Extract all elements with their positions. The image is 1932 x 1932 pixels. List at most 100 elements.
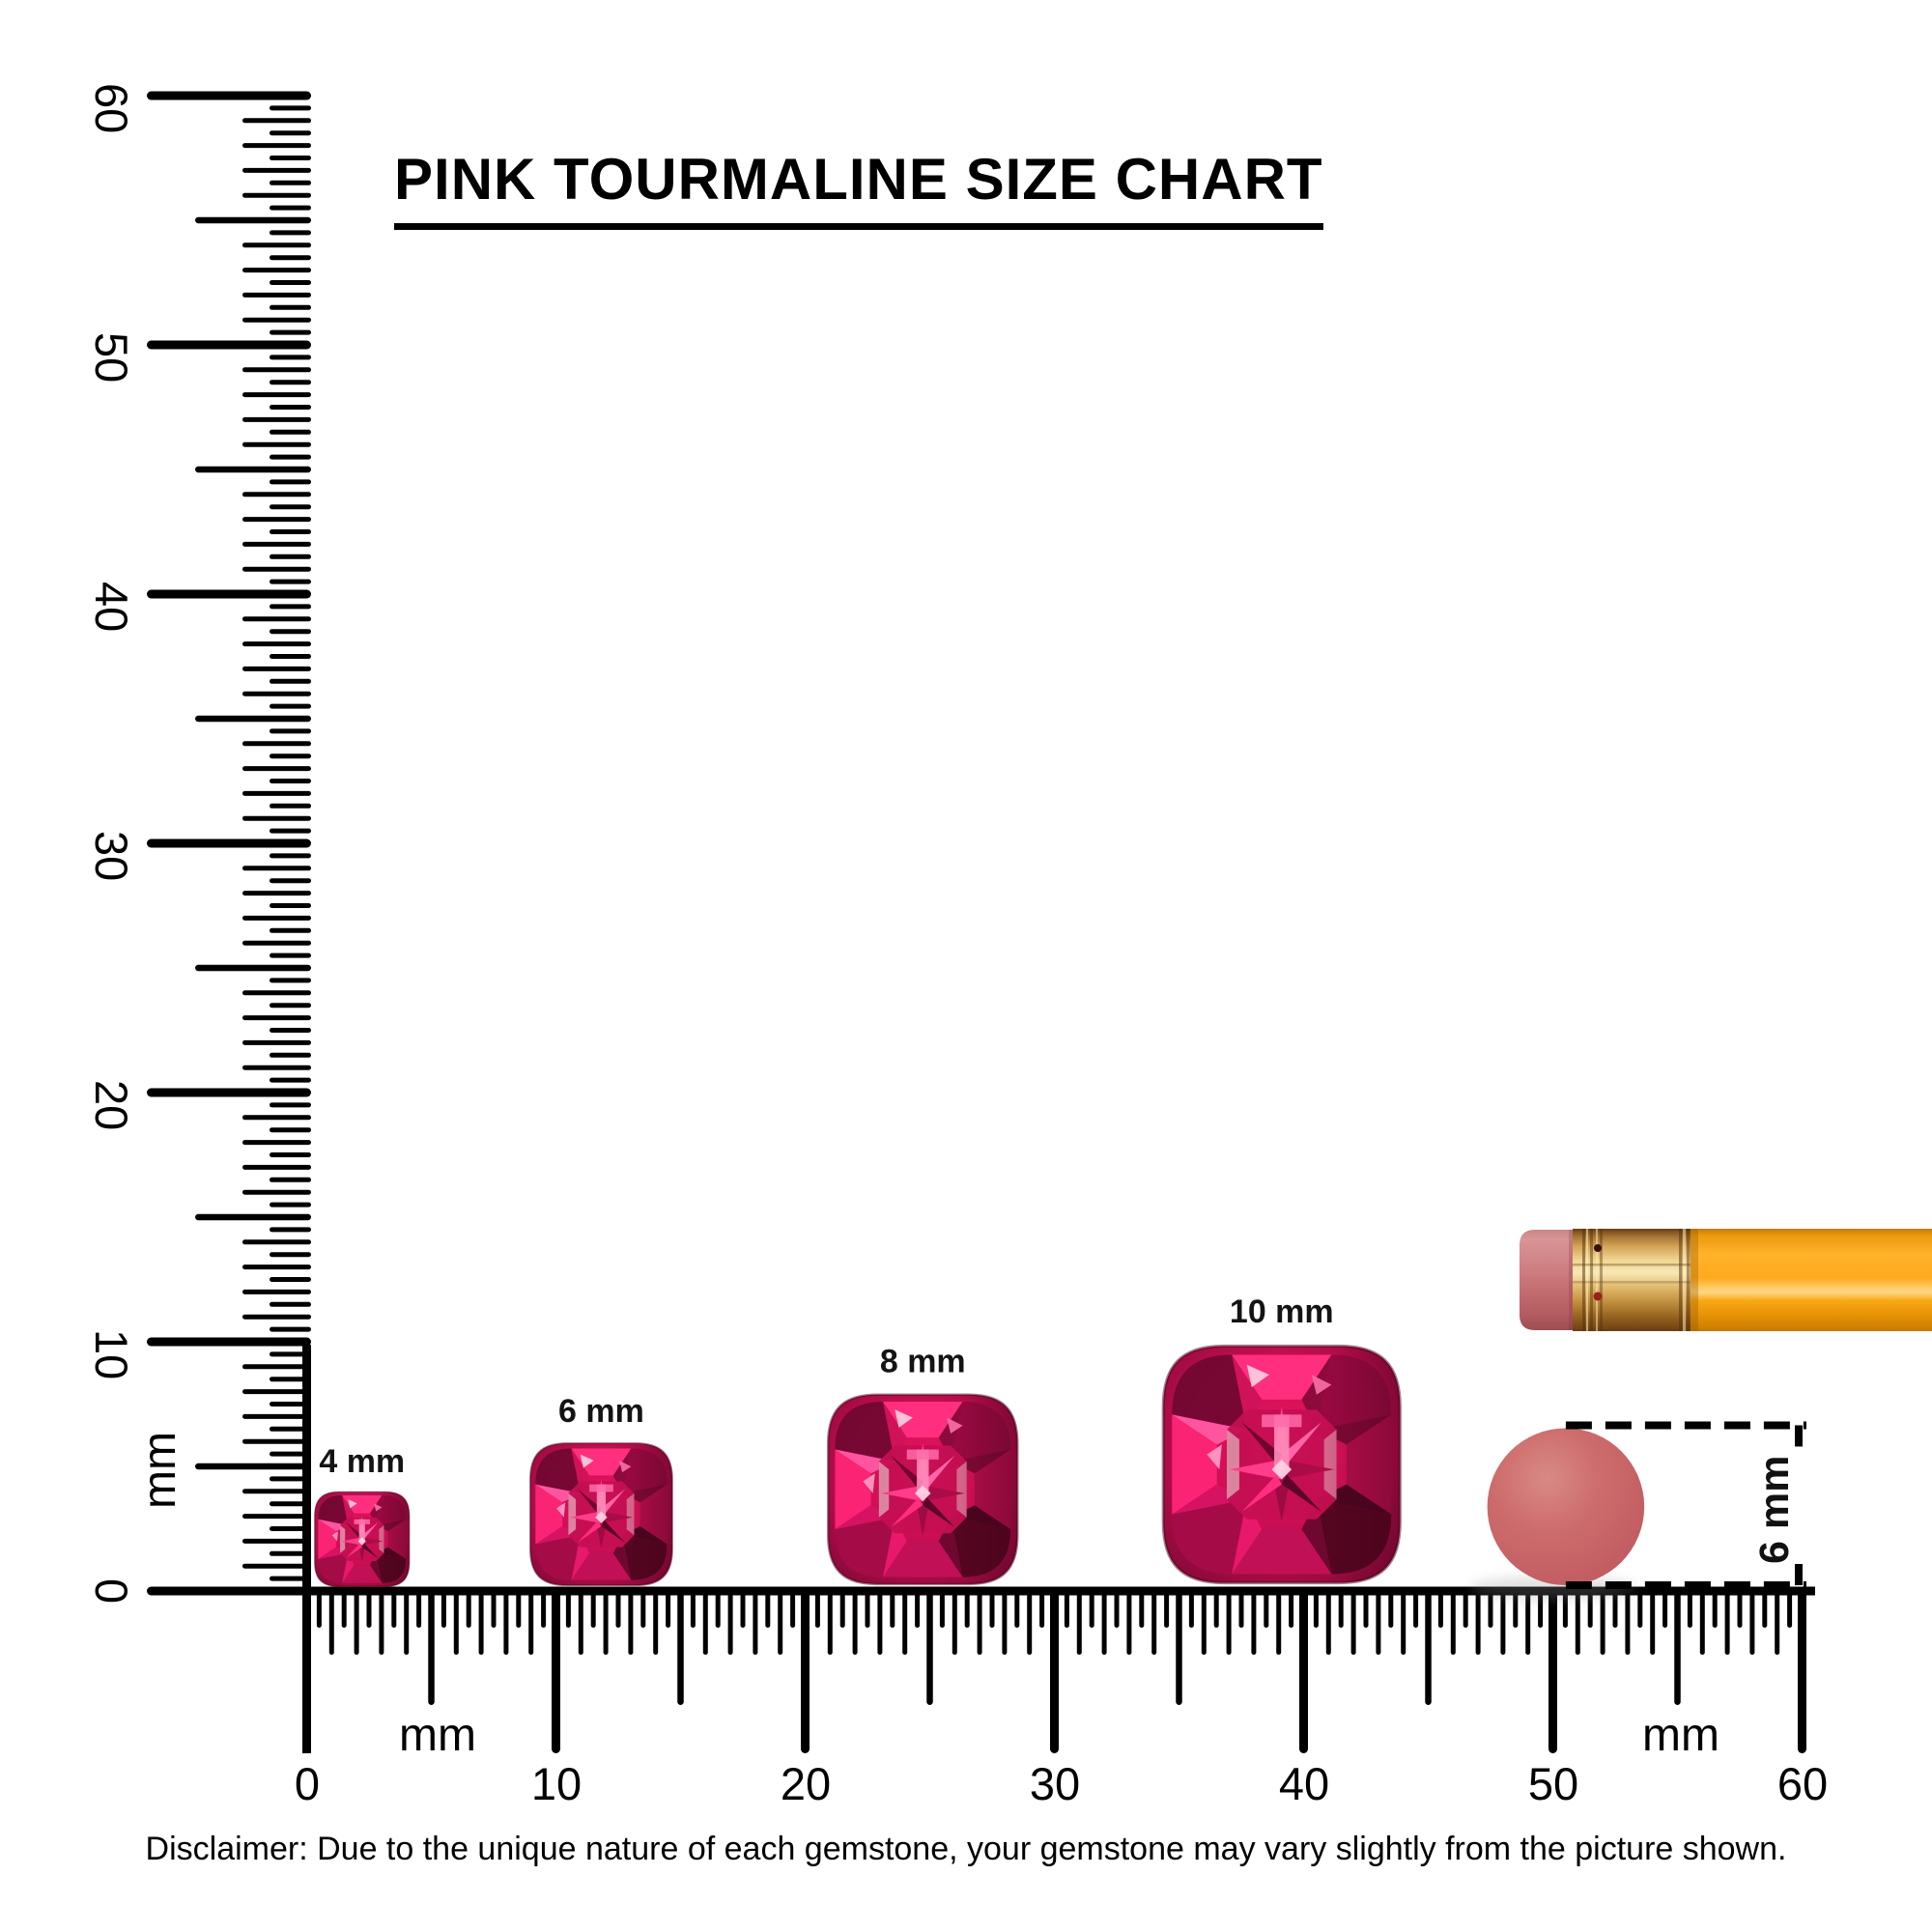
h-ruler-tick xyxy=(753,1591,758,1655)
h-ruler-tick xyxy=(1463,1591,1468,1628)
v-ruler-tick xyxy=(270,156,311,160)
h-ruler-tick xyxy=(302,1591,311,1753)
h-ruler-tick xyxy=(1737,1591,1743,1628)
h-ruler-tick xyxy=(1699,1591,1705,1655)
v-ruler-tick xyxy=(242,1115,311,1121)
v-ruler-tick xyxy=(270,130,311,136)
v-ruler-tick xyxy=(270,554,311,559)
h-ruler-tick xyxy=(727,1591,733,1655)
h-ruler-tick xyxy=(1276,1591,1282,1655)
h-ruler-tick xyxy=(1014,1591,1020,1628)
h-ruler-tick xyxy=(702,1591,708,1655)
h-ruler-tick xyxy=(1325,1591,1331,1655)
measurement-annotation: 6 mm xyxy=(1565,1421,1806,1589)
h-ruler-tick xyxy=(1650,1591,1656,1655)
v-ruler-tick xyxy=(147,1586,311,1596)
h-ruler-tick xyxy=(578,1591,583,1655)
h-ruler-number: 40 xyxy=(1279,1758,1329,1809)
v-ruler-tick xyxy=(242,1489,311,1494)
v-ruler-tick xyxy=(270,978,311,983)
v-ruler-tick xyxy=(242,1039,311,1045)
h-ruler-tick xyxy=(1213,1591,1219,1628)
gem-image xyxy=(826,1393,1019,1586)
gem-image xyxy=(314,1491,411,1588)
h-ruler-tick xyxy=(1164,1591,1170,1628)
v-ruler-tick xyxy=(270,952,311,958)
v-ruler-tick xyxy=(147,838,311,848)
h-ruler-tick xyxy=(939,1591,945,1628)
h-ruler-tick xyxy=(852,1591,858,1655)
v-ruler-tick xyxy=(270,1003,311,1009)
h-ruler-tick xyxy=(341,1591,347,1628)
v-ruler-tick xyxy=(270,355,311,360)
v-ruler-tick xyxy=(270,105,311,111)
h-ruler-tick xyxy=(1612,1591,1618,1628)
h-ruler-tick xyxy=(1513,1591,1519,1628)
v-ruler-tick xyxy=(270,678,311,684)
h-ruler-tick xyxy=(1264,1591,1269,1628)
pencil-body xyxy=(1690,1229,1932,1331)
v-ruler-tick xyxy=(270,1202,311,1208)
gem-size-label: 10 mm xyxy=(1230,1293,1334,1330)
v-ruler-tick xyxy=(242,392,311,398)
h-ruler-tick xyxy=(1712,1591,1718,1628)
gem-size-label: 8 mm xyxy=(880,1344,966,1380)
v-ruler-tick xyxy=(270,205,311,211)
h-ruler-tick xyxy=(366,1591,372,1628)
h-ruler-tick xyxy=(453,1591,459,1655)
h-ruler-tick xyxy=(1625,1591,1631,1655)
v-ruler-tick xyxy=(242,641,311,647)
v-ruler-tick xyxy=(242,292,311,298)
v-ruler-tick xyxy=(242,1538,311,1544)
h-ruler-tick xyxy=(640,1591,646,1628)
h-ruler-tick xyxy=(1762,1591,1768,1628)
v-ruler-tick xyxy=(270,529,311,534)
v-ruler-tick xyxy=(242,691,311,696)
v-ruler-tick xyxy=(242,940,311,946)
gemstone-8mm: 8 mm xyxy=(826,1344,1019,1586)
h-ruler-tick xyxy=(1587,1591,1593,1628)
v-ruler-number: 0 xyxy=(86,1578,137,1604)
h-ruler-tick xyxy=(440,1591,446,1628)
v-ruler-tick xyxy=(147,589,311,599)
h-ruler-tick xyxy=(1548,1591,1557,1753)
h-ruler-tick xyxy=(1488,1591,1493,1628)
disclaimer-text: Disclaimer: Due to the unique nature of … xyxy=(145,1831,1787,1867)
v-ruler-tick xyxy=(270,1077,311,1083)
gemstone-6mm: 6 mm xyxy=(528,1393,673,1587)
v-ruler-tick xyxy=(270,927,311,933)
h-ruler-number: 0 xyxy=(295,1758,320,1809)
v-ruler-tick xyxy=(270,1052,311,1058)
h-ruler-number: 50 xyxy=(1528,1758,1578,1809)
v-ruler-tick xyxy=(242,1389,311,1395)
v-ruler-tick xyxy=(242,1314,311,1320)
h-ruler-tick xyxy=(1562,1591,1568,1628)
pencil-ferrule-crimps xyxy=(1573,1229,1692,1331)
v-ruler-tick xyxy=(270,629,311,635)
h-ruler-tick xyxy=(503,1591,509,1655)
v-ruler-tick xyxy=(147,1088,311,1097)
h-ruler-tick xyxy=(478,1591,484,1655)
h-ruler-tick xyxy=(1101,1591,1107,1655)
v-ruler-tick xyxy=(270,230,311,236)
v-ruler-tick xyxy=(242,891,311,896)
v-ruler-tick xyxy=(270,753,311,759)
h-ruler-tick xyxy=(1798,1591,1806,1753)
v-ruler-tick xyxy=(242,766,311,772)
v-ruler-tick xyxy=(270,1351,311,1357)
h-ruler-tick xyxy=(1538,1591,1544,1628)
h-ruler-tick xyxy=(615,1591,621,1628)
h-ruler-unit-label: mm xyxy=(1642,1710,1719,1761)
v-ruler-tick xyxy=(242,566,311,572)
h-ruler-tick xyxy=(1064,1591,1069,1628)
v-ruler-tick xyxy=(242,1438,311,1444)
v-ruler-tick xyxy=(242,1164,311,1170)
h-ruler-tick xyxy=(865,1591,870,1628)
v-ruler-tick xyxy=(242,192,311,198)
v-ruler-tick xyxy=(270,329,311,335)
h-ruler-tick xyxy=(1089,1591,1094,1628)
v-ruler-tick xyxy=(242,541,311,547)
ruler-corner-line xyxy=(302,1345,311,1753)
v-ruler-tick xyxy=(242,1015,311,1021)
